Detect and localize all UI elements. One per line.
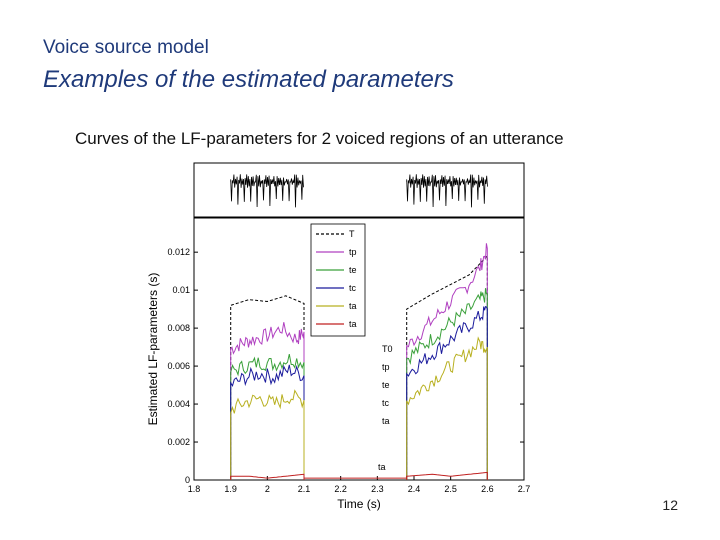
series-line-ta: [406, 471, 488, 480]
x-axis-label: Time (s): [337, 497, 381, 511]
waveform-segment: [230, 174, 304, 208]
series-line-tp: [406, 243, 488, 480]
x-tick-label: 1.9: [224, 484, 237, 494]
side-label: tp: [382, 362, 390, 372]
y-tick-label: 0.01: [172, 285, 190, 295]
figure-caption: Curves of the LF-parameters for 2 voiced…: [75, 129, 564, 148]
series-line-ta: [230, 473, 305, 480]
side-labels: T0 tp te tc ta ta: [378, 344, 393, 472]
page-number: 12: [662, 497, 678, 513]
axis-ticks: 1.8 1.9 2 2.1 2.2 2.3 2.4 2.5 2.6 2.7 0 0.002 0.004 0…: [167, 247, 530, 494]
y-tick-label: 0.008: [167, 323, 190, 333]
series-line-ta_yellow: [406, 336, 488, 480]
x-tick-label: 2: [265, 484, 270, 494]
x-tick-label: 2.3: [371, 484, 384, 494]
x-tick-label: 2.4: [408, 484, 421, 494]
series-line-te: [230, 353, 305, 480]
legend-label: ta: [349, 319, 357, 329]
legend-box: [310, 223, 366, 337]
x-tick-label: 2.2: [334, 484, 347, 494]
waveform-panel: [193, 162, 525, 218]
side-label-ta-bottom: ta: [378, 462, 386, 472]
x-tick-label: 2.5: [444, 484, 457, 494]
series-lines: [230, 243, 488, 480]
series-line-te: [406, 288, 488, 480]
legend-label: tc: [349, 283, 357, 293]
plot-frame: [193, 217, 525, 481]
y-tick-label: 0: [185, 475, 190, 485]
y-tick-label: 0.002: [167, 437, 190, 447]
side-label: te: [382, 380, 390, 390]
slide-subtitle: Examples of the estimated parameters: [43, 66, 454, 93]
waveform-trace: [230, 174, 488, 208]
series-line-T0: [406, 254, 488, 480]
series-line-tp: [230, 322, 305, 480]
slide-title: Voice source model: [43, 37, 209, 58]
series-line-ta_yellow: [230, 389, 305, 480]
series-line-T0: [230, 295, 305, 480]
legend-label: tp: [349, 247, 357, 257]
series-line-tc: [406, 305, 488, 480]
side-label: T0: [382, 344, 393, 354]
legend: Ttp te tc ta ta: [310, 223, 366, 337]
x-tick-label: 2.1: [298, 484, 311, 494]
side-label: ta: [382, 416, 390, 426]
legend-label: te: [349, 265, 357, 275]
x-tick-label: 2.7: [518, 484, 531, 494]
y-tick-label: 0.006: [167, 361, 190, 371]
side-label: tc: [382, 398, 390, 408]
series-line-tc: [230, 364, 305, 480]
x-tick-label: 2.6: [481, 484, 494, 494]
legend-label: T: [349, 229, 355, 239]
legend-label: ta: [349, 301, 357, 311]
waveform-segment: [406, 174, 488, 208]
y-axis-label: Estimated LF-parameters (s): [146, 273, 160, 426]
y-tick-label: 0.004: [167, 399, 190, 409]
x-tick-label: 1.8: [188, 484, 201, 494]
y-tick-label: 0.012: [167, 247, 190, 257]
